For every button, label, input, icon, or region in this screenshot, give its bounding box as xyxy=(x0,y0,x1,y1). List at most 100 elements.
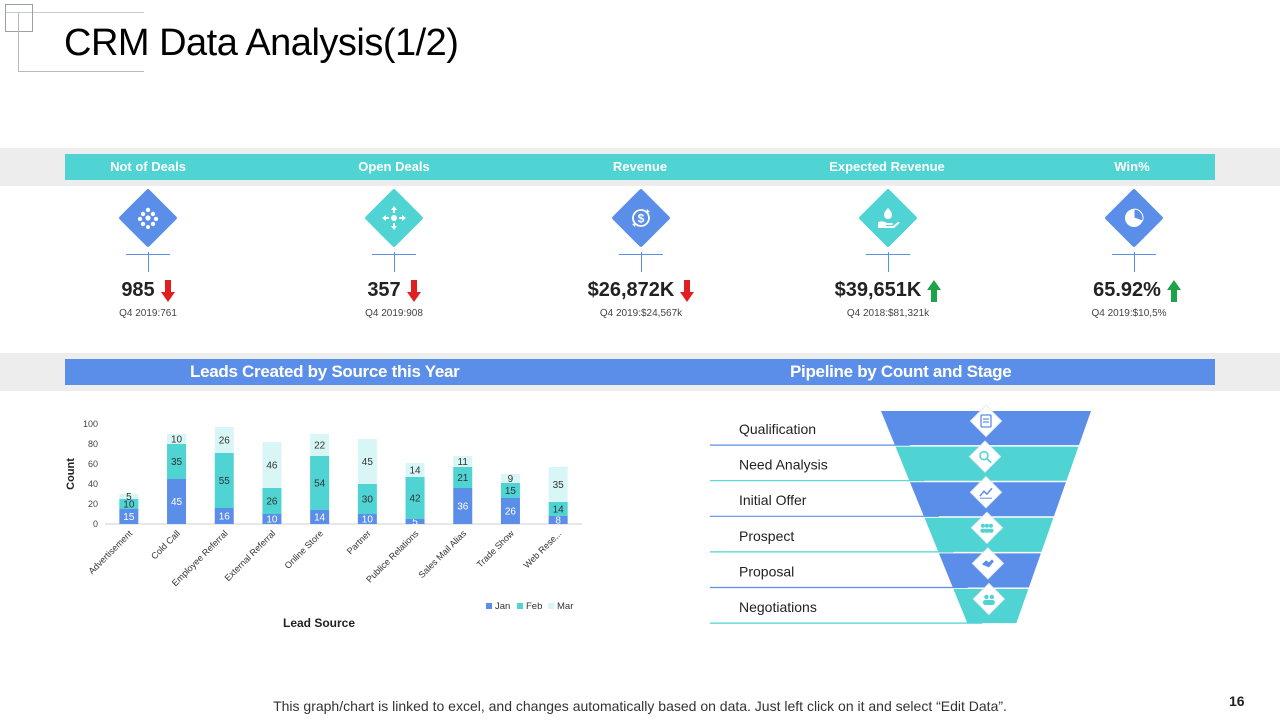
kpi-connector xyxy=(888,252,889,272)
pipeline-funnel: Qualification Need Analysis Initial Offer P… xyxy=(710,404,1091,624)
data-label: 26 xyxy=(219,436,231,447)
legend-label: Mar xyxy=(557,601,573,612)
bar-segment-jan xyxy=(357,514,377,524)
legend-label: Jan xyxy=(495,601,510,612)
bar-segment-mar xyxy=(214,427,234,453)
x-tick-label: Sales Mail Alias xyxy=(417,528,469,580)
kpi-icon-tile xyxy=(1104,188,1164,248)
pipeline-title: Pipeline by Count and Stage xyxy=(790,362,1012,381)
page-title: CRM Data Analysis(1/2) xyxy=(64,22,459,64)
data-label: 30 xyxy=(362,495,374,506)
stage-label: Proposal xyxy=(739,563,794,579)
stage-label: Initial Offer xyxy=(739,492,807,508)
bar-segment-mar xyxy=(119,494,139,499)
kpi-value-text: 357 xyxy=(367,279,401,302)
kpi-value-revenue: $26,872K xyxy=(531,279,751,302)
data-label: 5 xyxy=(412,517,418,528)
kpi-label-win: Win% xyxy=(1114,159,1150,174)
trend-up-icon xyxy=(1166,279,1181,302)
share-arrows-icon xyxy=(382,206,406,230)
x-axis-label: Lead Source xyxy=(283,616,355,630)
kpi-value-text: 65.92% xyxy=(1093,279,1161,302)
chart-icon xyxy=(969,475,1003,509)
y-tick-label: 100 xyxy=(83,419,98,429)
kpi-value-deals: 985 xyxy=(38,279,258,302)
data-label: 15 xyxy=(505,486,517,497)
kpi-header-bar: Not of Deals Open Deals Revenue Expected… xyxy=(65,154,1215,180)
y-tick-label: 20 xyxy=(88,499,98,509)
svg-text:$: $ xyxy=(638,212,645,226)
x-tick-label: Cold Call xyxy=(149,528,182,561)
x-tick-label: Online Store xyxy=(283,528,325,570)
data-label: 26 xyxy=(266,497,278,508)
network-icon xyxy=(137,207,159,229)
handshake-icon xyxy=(971,547,1005,580)
corner-decoration-bracket xyxy=(18,12,144,72)
kpi-connector-bar xyxy=(1112,254,1156,255)
data-label: 26 xyxy=(505,507,517,518)
legend-swatch xyxy=(517,603,523,609)
y-tick-label: 60 xyxy=(88,459,98,469)
kpi-value-text: $26,872K xyxy=(587,279,675,302)
bar-segment-mar xyxy=(405,463,425,477)
document-icon xyxy=(969,404,1003,438)
data-label: 5 xyxy=(126,492,132,503)
y-tick-label: 0 xyxy=(93,519,98,529)
data-label: 45 xyxy=(362,457,374,468)
data-label: 10 xyxy=(266,515,278,526)
bar-segment-feb xyxy=(453,467,473,488)
bar-segment-feb xyxy=(405,477,425,519)
bar-segment-jan xyxy=(453,488,473,524)
y-axis-label: Count xyxy=(65,458,77,490)
data-label: 21 xyxy=(457,473,469,484)
bar-segment-feb xyxy=(500,483,520,498)
bar-segment-feb xyxy=(262,488,282,514)
legend-swatch xyxy=(548,603,554,609)
data-label: 35 xyxy=(553,480,565,491)
stage-label: Qualification xyxy=(739,421,816,437)
data-label: 42 xyxy=(409,494,421,505)
trend-up-icon xyxy=(927,279,942,302)
x-tick-label: Publice Relations xyxy=(364,528,421,585)
bar-segment-feb xyxy=(167,444,187,479)
kpi-compare-expected-revenue: Q4 2018:$81,321k xyxy=(846,308,930,319)
data-label: 45 xyxy=(171,497,183,508)
data-label: 10 xyxy=(171,435,183,446)
kpi-connector xyxy=(148,252,149,272)
kpi-label-revenue: Revenue xyxy=(612,159,668,174)
x-tick-label: External Referral xyxy=(223,528,278,583)
bar-segment-mar xyxy=(310,434,330,456)
kpi-connector-bar xyxy=(126,254,170,255)
trend-down-icon xyxy=(406,279,421,302)
kpi-icon-tile xyxy=(858,188,918,248)
kpi-label-expected-revenue: Expected Revenue xyxy=(829,159,945,174)
trend-down-icon xyxy=(680,279,695,302)
data-label: 15 xyxy=(123,512,135,523)
bar-segment-jan xyxy=(167,479,187,524)
bar-segment-jan xyxy=(119,509,139,524)
kpi-connector-bar xyxy=(372,254,416,255)
leads-bar-chart: 020406080100Count15105Advertisement45351… xyxy=(65,419,582,630)
kpi-icon-tile xyxy=(118,188,178,248)
data-label: 35 xyxy=(171,457,183,468)
kpi-value-text: 985 xyxy=(121,279,155,302)
stage-label: Need Analysis xyxy=(739,457,828,473)
bar-segment-jan xyxy=(262,514,282,524)
kpi-compare-win: Q4 2019:$10,5% xyxy=(1091,308,1167,319)
bar-segment-mar xyxy=(357,439,377,484)
bar-segment-feb xyxy=(310,456,330,510)
data-label: 10 xyxy=(362,515,374,526)
kpi-compare-deals: Q4 2019:761 xyxy=(119,308,177,319)
data-label: 9 xyxy=(508,474,514,485)
data-label: 14 xyxy=(409,466,421,477)
kpi-value-win: 65.92% xyxy=(1027,279,1247,302)
kpi-value-text: $39,651K xyxy=(834,279,922,302)
bar-segment-jan xyxy=(405,519,425,524)
stage-label: Prospect xyxy=(739,528,794,544)
data-label: 14 xyxy=(314,513,326,524)
bar-segment-mar xyxy=(548,467,568,502)
legend-swatch xyxy=(486,603,492,609)
leads-chart-title: Leads Created by Source this Year xyxy=(190,362,460,381)
page-number: 16 xyxy=(1229,693,1245,709)
bar-segment-feb xyxy=(119,499,139,509)
